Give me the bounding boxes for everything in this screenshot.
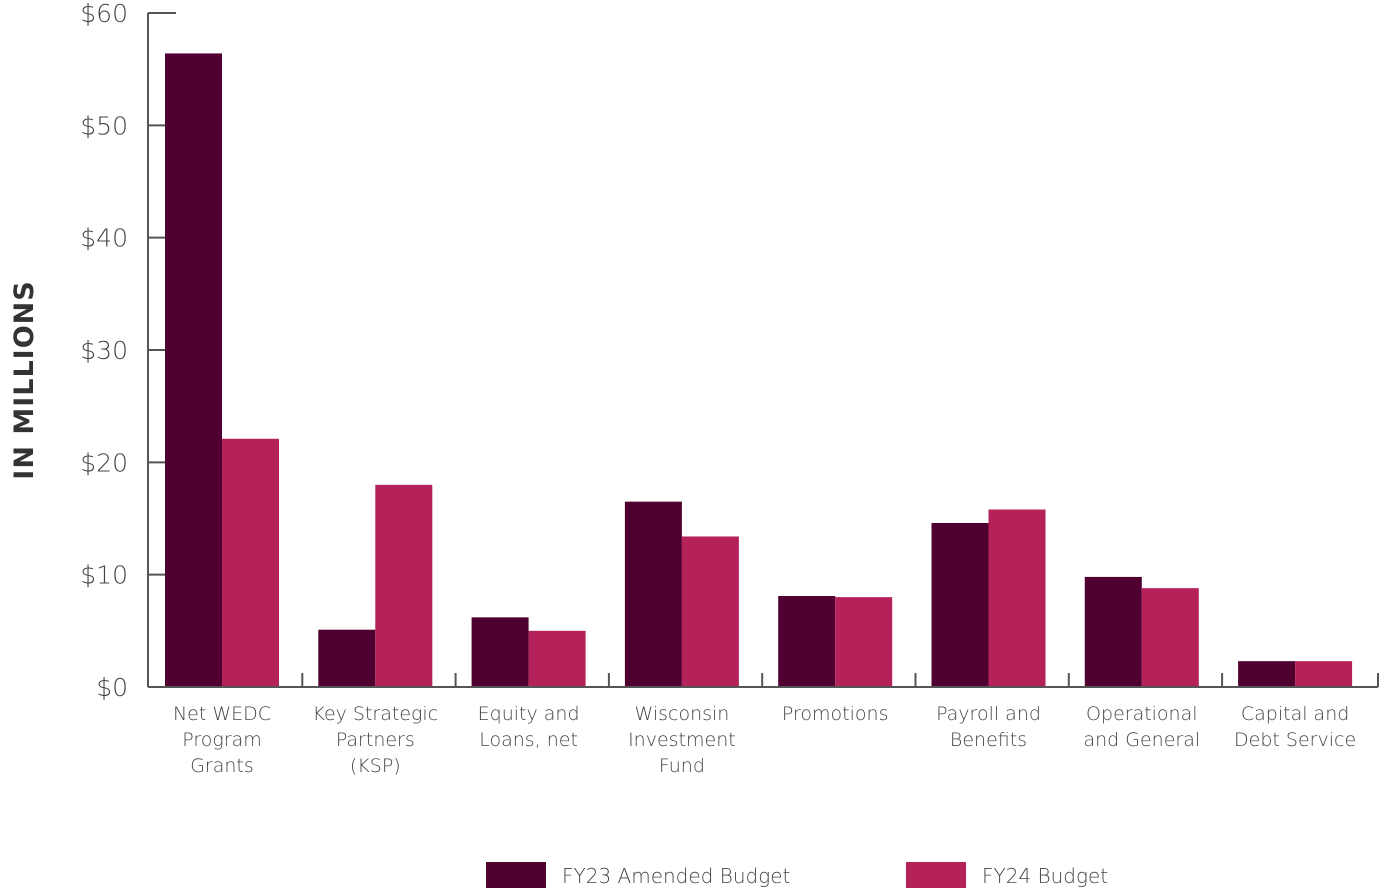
bar-fy24 [988, 509, 1046, 687]
y-axis-title-group: IN MILLIONS [9, 280, 40, 479]
bar-fy24 [222, 438, 279, 687]
bar-fy23 [624, 501, 682, 687]
category-label: Key Strategic Partners (KSP) [312, 703, 438, 777]
bars [165, 53, 1353, 687]
bar-fy23 [1238, 661, 1296, 687]
bar-fy23 [1084, 576, 1142, 687]
y-axis-title: IN MILLIONS [9, 280, 40, 479]
bar-fy23 [931, 522, 989, 687]
bar-fy24 [1141, 588, 1199, 687]
y-tick-label: $40 [80, 224, 128, 253]
bar-fy23 [778, 596, 836, 687]
y-tick-label: $0 [96, 673, 128, 702]
legend: FY23 Amended Budget FY24 Budget [486, 862, 1108, 888]
category-label: Equity and Loans, net [478, 703, 580, 751]
bar-fy24 [1295, 661, 1353, 687]
category-label: Payroll and Benefits [936, 703, 1041, 751]
y-axis-ticks: $0 $10 $20 $30 $40 $50 $60 [80, 0, 176, 702]
y-tick-label: $10 [80, 561, 128, 590]
category-label: Net WEDC Program Grants [173, 703, 271, 777]
bar-fy24 [681, 536, 739, 687]
legend-swatch-fy24 [906, 862, 966, 888]
category-label: Operational and General [1083, 703, 1200, 751]
axes [147, 13, 1379, 688]
bar-fy23 [318, 629, 376, 687]
y-tick-label: $60 [80, 0, 128, 28]
category-label: Promotions [782, 703, 889, 725]
category-label: Wisconsin Investment Fund [628, 703, 736, 777]
category-label: Capital and Debt Service [1234, 703, 1356, 751]
bar-fy24 [835, 597, 893, 687]
category-labels: Net WEDC Program Grants Key Strategic Partne… [173, 703, 1356, 777]
bar-fy24 [375, 484, 433, 687]
legend-label-fy23: FY23 Amended Budget [562, 864, 790, 888]
y-tick-label: $50 [80, 111, 128, 140]
bar-fy23 [471, 617, 529, 687]
bar-fy23 [165, 53, 222, 687]
bar-fy24 [528, 630, 586, 687]
legend-label-fy24: FY24 Budget [982, 864, 1108, 888]
legend-swatch-fy23 [486, 862, 546, 888]
y-tick-label: $30 [80, 336, 128, 365]
y-tick-label: $20 [80, 448, 128, 477]
